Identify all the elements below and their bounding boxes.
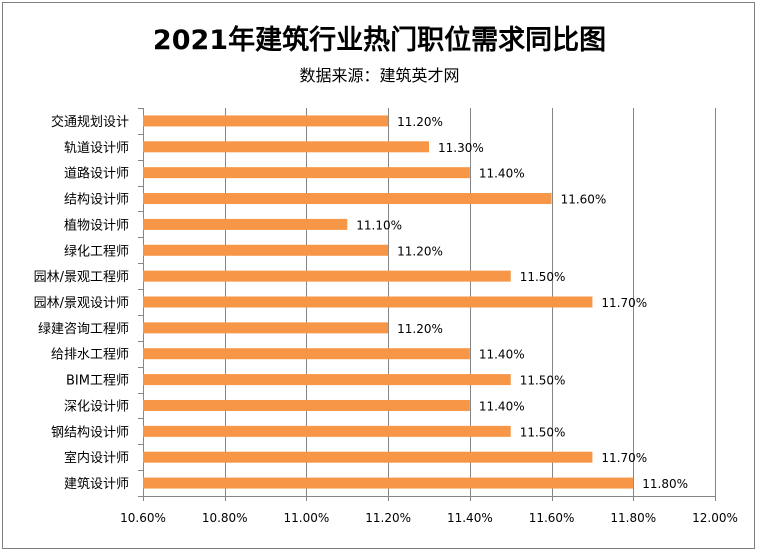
bar (143, 374, 511, 386)
bar (143, 167, 470, 179)
x-tick-label: 11.20% (365, 511, 411, 525)
chart-subtitle: 数据来源：建筑英才网 (299, 66, 460, 85)
bar (143, 477, 634, 489)
bar (143, 425, 511, 437)
category-label: 钢结构设计师 (51, 425, 129, 440)
bar (143, 270, 511, 282)
data-label: 11.70% (601, 296, 647, 310)
category-label: 道路设计师 (64, 166, 129, 182)
x-tick-label: 10.80% (202, 511, 248, 525)
data-label: 11.80% (642, 477, 688, 491)
bars (143, 115, 634, 489)
category-label: 绿化工程师 (64, 244, 129, 259)
x-tick-label: 11.00% (284, 511, 330, 525)
category-label: 深化设计师 (64, 399, 129, 414)
category-label: 建筑设计师 (64, 476, 129, 492)
category-label: 园林/景观设计师 (34, 296, 129, 311)
bar (143, 322, 389, 334)
bar (143, 244, 389, 256)
category-label: 室内设计师 (64, 450, 129, 466)
category-label: 交通规划设计 (51, 114, 129, 130)
category-label: 绿建咨询工程师 (38, 322, 129, 337)
bar (143, 451, 593, 463)
x-tick-label: 11.60% (529, 511, 575, 525)
data-labels: 11.20% 11.30% 11.40% 11.60% 11.10% 11.20% 11.5… (356, 115, 688, 491)
bar (143, 399, 470, 411)
category-label: 园林/景观工程师 (34, 270, 129, 285)
data-label: 11.40% (479, 348, 525, 362)
data-label: 11.20% (397, 244, 443, 258)
bar (143, 218, 348, 230)
category-labels: 交通规划设计轨道设计师道路设计师结构设计师植物设计师绿化工程师园林/景观工程师园… (34, 114, 129, 492)
data-label: 11.60% (561, 193, 607, 207)
bar (143, 348, 470, 360)
data-label: 11.50% (520, 425, 566, 439)
bar (143, 141, 429, 153)
category-label: BIM工程师 (66, 374, 129, 389)
category-label: 结构设计师 (64, 193, 129, 208)
bar (143, 193, 552, 205)
chart-title: 2021年建筑行业热门职位需求同比图 (152, 25, 607, 56)
data-label: 11.20% (397, 322, 443, 336)
category-label: 给排水工程师 (51, 348, 129, 363)
category-label: 植物设计师 (64, 218, 129, 233)
data-label: 11.70% (601, 451, 647, 465)
data-label: 11.40% (479, 167, 525, 181)
data-label: 11.50% (520, 374, 566, 388)
data-label: 11.40% (479, 399, 525, 413)
x-tick-label: 12.00% (692, 511, 738, 525)
x-tick-label: 11.40% (447, 511, 493, 525)
bar (143, 296, 593, 308)
category-label: 轨道设计师 (64, 141, 129, 156)
bar (143, 115, 389, 127)
data-label: 11.50% (520, 270, 566, 284)
data-label: 11.20% (397, 115, 443, 129)
data-label: 11.30% (438, 141, 484, 155)
x-tick-label: 11.80% (610, 511, 656, 525)
x-tick-label: 10.60% (120, 511, 166, 525)
data-label: 11.10% (356, 218, 402, 232)
x-tick-labels: 10.60% 10.80% 11.00% 11.20% 11.40% 11.60% 11.8… (120, 511, 738, 525)
